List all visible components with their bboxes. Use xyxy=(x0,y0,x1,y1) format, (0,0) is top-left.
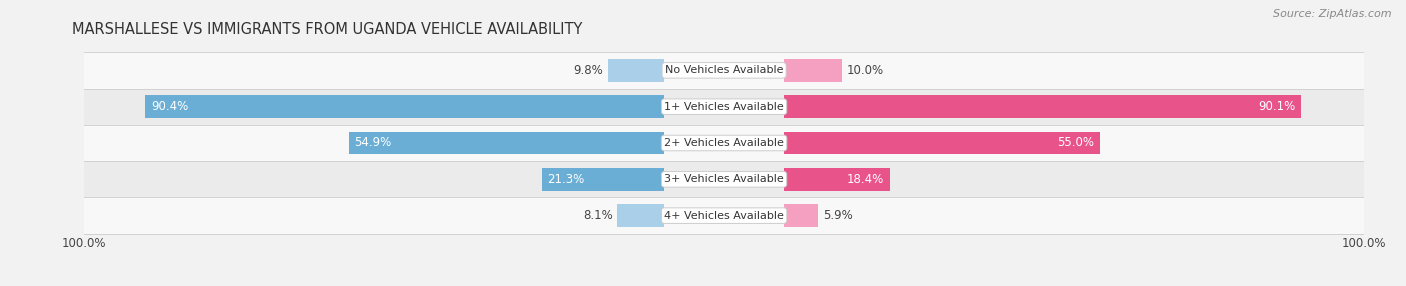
Text: 8.1%: 8.1% xyxy=(583,209,613,222)
Text: 18.4%: 18.4% xyxy=(846,173,884,186)
Bar xyxy=(541,168,664,190)
Bar xyxy=(785,132,1099,154)
Bar xyxy=(785,168,890,190)
Text: 90.4%: 90.4% xyxy=(150,100,188,113)
Text: 3+ Vehicles Available: 3+ Vehicles Available xyxy=(664,174,785,184)
Bar xyxy=(785,96,1302,118)
Text: 9.8%: 9.8% xyxy=(574,64,603,77)
Bar xyxy=(79,197,1369,234)
Text: 90.1%: 90.1% xyxy=(1258,100,1295,113)
Text: 5.9%: 5.9% xyxy=(823,209,852,222)
Bar xyxy=(617,204,664,227)
Bar xyxy=(145,96,664,118)
Text: 10.0%: 10.0% xyxy=(846,64,883,77)
Text: 4+ Vehicles Available: 4+ Vehicles Available xyxy=(664,210,785,221)
Text: 2+ Vehicles Available: 2+ Vehicles Available xyxy=(664,138,785,148)
Bar xyxy=(79,161,1369,197)
Bar xyxy=(785,204,818,227)
Bar xyxy=(79,89,1369,125)
Bar xyxy=(607,59,664,82)
Bar xyxy=(785,59,842,82)
Bar xyxy=(349,132,664,154)
Bar xyxy=(79,125,1369,161)
Bar xyxy=(79,52,1369,89)
Text: 54.9%: 54.9% xyxy=(354,136,392,150)
Text: MARSHALLESE VS IMMIGRANTS FROM UGANDA VEHICLE AVAILABILITY: MARSHALLESE VS IMMIGRANTS FROM UGANDA VE… xyxy=(72,22,582,37)
Text: No Vehicles Available: No Vehicles Available xyxy=(665,65,783,76)
Text: 55.0%: 55.0% xyxy=(1057,136,1094,150)
Text: 21.3%: 21.3% xyxy=(547,173,585,186)
Text: Source: ZipAtlas.com: Source: ZipAtlas.com xyxy=(1274,9,1392,19)
Text: 1+ Vehicles Available: 1+ Vehicles Available xyxy=(664,102,785,112)
